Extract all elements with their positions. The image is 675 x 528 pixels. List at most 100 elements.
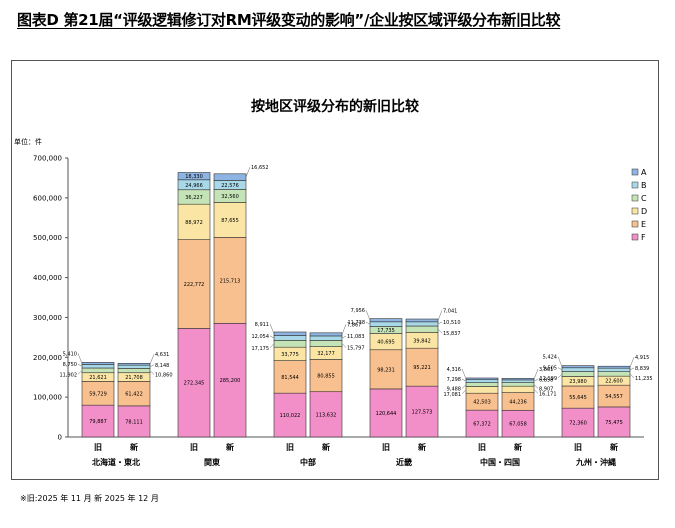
bar-segment-C <box>561 371 595 377</box>
y-tick-label: 300,000 <box>33 314 62 322</box>
leader-line <box>149 354 155 365</box>
data-label: 11,083 <box>347 334 365 340</box>
leader-line <box>533 369 539 380</box>
bar-segment-D <box>465 386 499 394</box>
legend-swatch <box>631 207 639 215</box>
data-label: 16,171 <box>539 391 557 397</box>
data-label: 222,772 <box>184 282 205 288</box>
data-label: 8,750 <box>63 362 77 368</box>
data-label: 21,621 <box>89 375 107 381</box>
leader-line <box>245 167 251 178</box>
bar-segment-C <box>597 371 631 377</box>
data-label: 32,560 <box>221 194 239 200</box>
data-label: 7,298 <box>447 377 461 383</box>
region-label: 九州・沖縄 <box>575 457 616 467</box>
data-label: 8,148 <box>155 363 169 369</box>
bar-segment-D <box>501 385 535 393</box>
data-label: 23,980 <box>569 379 587 385</box>
data-label: 36,227 <box>185 195 203 201</box>
leader-line <box>461 378 467 382</box>
data-label: 59,729 <box>89 391 107 397</box>
region-label: 北海道・東北 <box>92 457 140 467</box>
bar-label: 新 <box>226 442 234 452</box>
data-label: 7,956 <box>351 308 365 314</box>
leader-line <box>461 368 467 379</box>
legend-label: E <box>641 220 646 229</box>
bar-segment-F <box>501 409 535 438</box>
data-label: 75,475 <box>605 420 623 426</box>
bar-segment-C <box>309 340 343 347</box>
leader-line <box>437 328 443 334</box>
data-label: 12,054 <box>252 334 270 340</box>
value-labels: 79,887 59,729 21,621 11,902 8,750 5,410 78,111… <box>60 165 653 428</box>
leader-line <box>77 370 83 375</box>
bar-segment-C <box>465 382 499 387</box>
data-label: 120,644 <box>376 411 397 417</box>
bar-segment-D <box>177 203 211 240</box>
chart-frame: 按地区评级分布的新旧比较 单位：件 0 100,000 200,000 300,000… <box>11 60 659 480</box>
data-label: 10,860 <box>155 373 173 379</box>
data-label: 9,505 <box>543 366 557 372</box>
y-tick-label: 200,000 <box>33 354 62 362</box>
bar-segment-C <box>81 367 115 374</box>
data-label: 4,631 <box>155 352 169 358</box>
data-label: 215,713 <box>220 278 241 284</box>
bar-segment-E <box>117 381 151 407</box>
data-label: 79,887 <box>89 419 107 425</box>
data-label: 17,081 <box>444 392 462 398</box>
legend-label: B <box>641 181 647 190</box>
y-tick-label: 0 <box>58 434 62 442</box>
stacked-bar-chart: 按地区评级分布的新旧比较 单位：件 0 100,000 200,000 300,000… <box>14 98 653 467</box>
bar-label: 新 <box>514 442 522 452</box>
leader-line <box>269 335 275 339</box>
data-label: 21,708 <box>125 375 143 381</box>
bar-segment-B <box>597 367 631 372</box>
region-label: 関東 <box>204 457 220 467</box>
bar-segment-B <box>561 367 595 372</box>
leader-line <box>533 389 539 394</box>
unit-label: 单位：件 <box>14 137 42 146</box>
data-label: 22,600 <box>605 379 623 385</box>
data-label: 11,902 <box>60 372 78 378</box>
leader-line <box>461 389 467 394</box>
y-tick-label: 600,000 <box>33 194 62 202</box>
legend-swatch <box>631 168 639 176</box>
bar-segment-B <box>273 335 307 341</box>
data-label: 80,855 <box>317 374 335 380</box>
bar-segment-C <box>273 340 307 348</box>
data-label: 11,235 <box>635 376 653 382</box>
bar-label: 旧 <box>574 443 582 452</box>
bar-label: 新 <box>130 442 138 452</box>
bar-label: 新 <box>418 442 426 452</box>
data-label: 7,041 <box>443 308 457 314</box>
bar-segment-F <box>405 385 439 438</box>
data-label: 98,231 <box>377 367 395 373</box>
leader-line <box>77 353 83 364</box>
data-label: 67,372 <box>473 422 491 428</box>
data-label: 272,345 <box>184 381 205 387</box>
y-tick-label: 700,000 <box>33 155 62 163</box>
data-label: 78,111 <box>125 419 143 425</box>
bar-segment-A <box>177 172 211 181</box>
legend-swatch <box>631 220 639 228</box>
data-label: 17,175 <box>252 346 270 352</box>
chart-title: 按地区评级分布的新旧比较 <box>251 98 419 115</box>
data-label: 88,972 <box>185 220 203 226</box>
bar-label: 旧 <box>478 443 486 452</box>
bar-segment-A <box>273 331 307 336</box>
bar-segment-F <box>369 388 403 438</box>
bar-label: 新 <box>610 442 618 452</box>
bar-segment-E <box>369 349 403 390</box>
data-label: 32,177 <box>317 351 335 357</box>
data-label: 72,360 <box>569 421 587 427</box>
data-label: 7,867 <box>347 322 361 328</box>
bar-segment-E <box>405 347 439 387</box>
data-label: 11,738 <box>348 320 366 326</box>
data-label: 5,410 <box>63 351 77 357</box>
bar-segment-D <box>213 202 247 238</box>
bar-segment-B <box>405 321 439 327</box>
bar-segment-A <box>501 378 535 381</box>
leader-line <box>629 357 635 368</box>
region-label: 中部 <box>300 457 316 467</box>
bar-segment-B <box>369 321 403 327</box>
